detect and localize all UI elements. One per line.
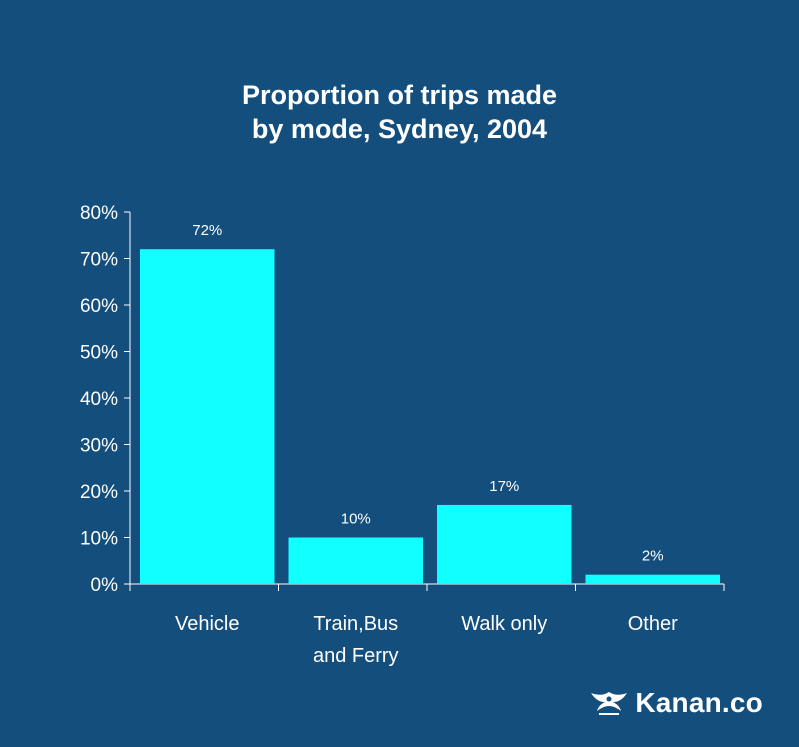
data-label: 17%: [489, 478, 519, 495]
bar: [288, 537, 423, 584]
category-labels: Vehicle Train,Bus and Ferry Walk only Other: [175, 613, 678, 667]
category-label: Vehicle: [175, 613, 240, 635]
y-tick-label: 0%: [91, 575, 119, 596]
category-label: Train,Bus: [313, 613, 398, 635]
category-label: Other: [628, 613, 678, 635]
kanan-logo-icon: [591, 692, 628, 715]
data-label: 2%: [642, 548, 664, 565]
data-label: 72%: [192, 222, 222, 239]
bar: [585, 574, 720, 584]
category-label: Walk only: [461, 613, 547, 635]
y-tick-label: 40%: [80, 389, 118, 410]
data-labels: 72% 10% 17% 2%: [192, 222, 663, 565]
bar: [140, 249, 275, 584]
y-tick-label: 80%: [80, 203, 118, 224]
y-tick-label: 70%: [80, 250, 118, 271]
brand-logo: Kanan.co: [589, 686, 763, 720]
chart-title: Proportion of trips made by mode, Sydney…: [0, 78, 799, 146]
chart-title-line-1: Proportion of trips made: [241, 80, 557, 110]
y-tick-label: 50%: [80, 343, 118, 364]
y-tick-label: 60%: [80, 296, 118, 317]
x-axis: [129, 583, 725, 591]
brand-name: Kanan.co: [635, 687, 763, 718]
bars: [140, 249, 720, 584]
y-tick-label: 20%: [80, 482, 118, 503]
y-tick-label: 30%: [80, 436, 118, 457]
category-label: and Ferry: [313, 645, 399, 667]
data-label: 10%: [341, 511, 371, 528]
y-tick-label: 10%: [80, 529, 118, 550]
bar: [437, 504, 572, 584]
chart-title-line-2: by mode, Sydney, 2004: [251, 114, 548, 144]
y-axis: 0% 10% 20% 30% 40% 50% 60% 70% 80%: [80, 203, 131, 596]
